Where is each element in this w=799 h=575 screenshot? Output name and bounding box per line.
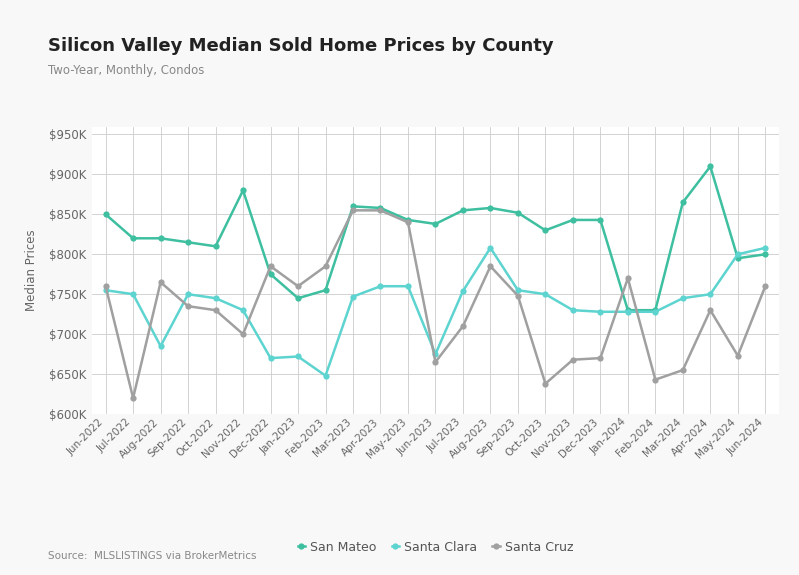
- Santa Cruz: [623, 275, 633, 282]
- Santa Clara: [183, 291, 193, 298]
- Santa Clara: [211, 295, 221, 302]
- Santa Cruz: [129, 394, 138, 401]
- Y-axis label: Median Prices: Median Prices: [25, 229, 38, 311]
- Santa Clara: [761, 244, 770, 251]
- Santa Cruz: [568, 356, 578, 363]
- Santa Cruz: [266, 263, 276, 270]
- Santa Cruz: [431, 359, 440, 366]
- Santa Clara: [513, 287, 523, 294]
- Santa Cruz: [733, 352, 742, 359]
- San Mateo: [486, 205, 495, 212]
- Text: Source:  MLSLISTINGS via BrokerMetrics: Source: MLSLISTINGS via BrokerMetrics: [48, 551, 256, 561]
- Santa Clara: [266, 355, 276, 362]
- Santa Clara: [486, 244, 495, 251]
- Line: Santa Cruz: Santa Cruz: [102, 207, 769, 401]
- San Mateo: [595, 216, 605, 223]
- Santa Cruz: [761, 283, 770, 290]
- Santa Clara: [101, 287, 110, 294]
- Santa Cruz: [486, 263, 495, 270]
- San Mateo: [733, 255, 742, 262]
- San Mateo: [650, 306, 660, 313]
- Santa Cruz: [320, 263, 330, 270]
- Santa Cruz: [403, 219, 413, 226]
- Santa Clara: [650, 308, 660, 315]
- Santa Clara: [376, 283, 385, 290]
- Santa Clara: [238, 306, 248, 313]
- Santa Cruz: [595, 355, 605, 362]
- San Mateo: [403, 216, 413, 223]
- San Mateo: [431, 220, 440, 227]
- Santa Cruz: [650, 376, 660, 383]
- Text: Two-Year, Monthly, Condos: Two-Year, Monthly, Condos: [48, 64, 205, 78]
- Santa Clara: [348, 293, 358, 300]
- San Mateo: [129, 235, 138, 242]
- San Mateo: [266, 271, 276, 278]
- Text: Silicon Valley Median Sold Home Prices by County: Silicon Valley Median Sold Home Prices b…: [48, 37, 554, 55]
- Santa Cruz: [458, 323, 467, 329]
- San Mateo: [211, 243, 221, 250]
- Santa Clara: [541, 291, 551, 298]
- Santa Cruz: [293, 283, 303, 290]
- Santa Cruz: [183, 302, 193, 309]
- San Mateo: [348, 203, 358, 210]
- Santa Clara: [678, 295, 688, 302]
- Santa Clara: [595, 308, 605, 315]
- Santa Cruz: [156, 279, 165, 286]
- San Mateo: [293, 295, 303, 302]
- Santa Clara: [568, 306, 578, 313]
- Santa Clara: [403, 283, 413, 290]
- Santa Cruz: [376, 207, 385, 214]
- Santa Clara: [623, 308, 633, 315]
- Santa Cruz: [513, 292, 523, 299]
- San Mateo: [156, 235, 165, 242]
- San Mateo: [706, 163, 715, 170]
- Santa Cruz: [101, 283, 110, 290]
- San Mateo: [568, 216, 578, 223]
- Santa Clara: [458, 288, 467, 294]
- Santa Clara: [129, 291, 138, 298]
- Santa Cruz: [211, 306, 221, 313]
- San Mateo: [320, 287, 330, 294]
- Santa Clara: [706, 291, 715, 298]
- Line: Santa Clara: Santa Clara: [102, 245, 769, 379]
- Santa Clara: [293, 353, 303, 360]
- Santa Clara: [156, 343, 165, 350]
- Santa Clara: [320, 372, 330, 379]
- Line: San Mateo: San Mateo: [102, 163, 769, 313]
- San Mateo: [458, 207, 467, 214]
- San Mateo: [513, 209, 523, 216]
- San Mateo: [541, 227, 551, 234]
- San Mateo: [623, 306, 633, 313]
- San Mateo: [376, 205, 385, 212]
- Santa Clara: [733, 251, 742, 258]
- Legend: San Mateo, Santa Clara, Santa Cruz: San Mateo, Santa Clara, Santa Cruz: [298, 541, 573, 554]
- San Mateo: [101, 211, 110, 218]
- Santa Cruz: [678, 367, 688, 374]
- Santa Cruz: [238, 331, 248, 338]
- San Mateo: [678, 199, 688, 206]
- Santa Cruz: [541, 380, 551, 387]
- San Mateo: [238, 187, 248, 194]
- San Mateo: [761, 251, 770, 258]
- Santa Clara: [431, 351, 440, 358]
- San Mateo: [183, 239, 193, 246]
- Santa Cruz: [706, 306, 715, 313]
- Santa Cruz: [348, 207, 358, 214]
